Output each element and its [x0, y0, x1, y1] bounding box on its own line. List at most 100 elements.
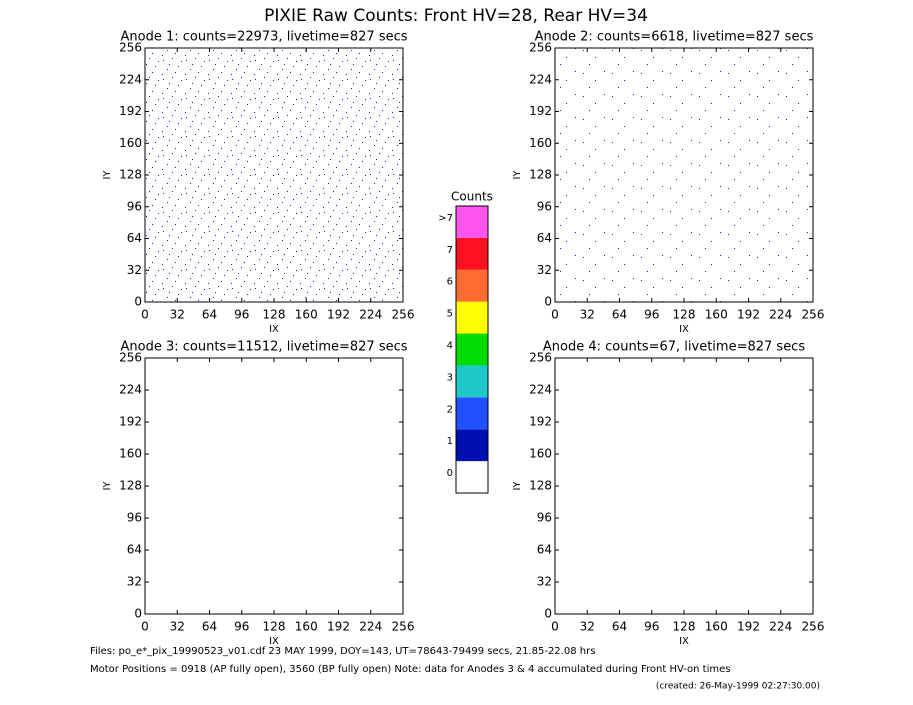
y-axis-label: IY: [512, 481, 523, 491]
x-tick-label: 256: [392, 620, 415, 634]
x-tick-label: 256: [802, 620, 825, 634]
x-tick-label: 32: [580, 308, 595, 322]
x-tick-label: 32: [170, 620, 185, 634]
colorbar-label: 2: [447, 404, 453, 415]
x-tick-label: 160: [295, 308, 318, 322]
panel-title: Anode 4: counts=67, livetime=827 secs: [543, 340, 805, 355]
y-tick-label: 160: [119, 447, 142, 461]
y-axis-label: IY: [102, 481, 113, 491]
x-tick-label: 224: [769, 620, 792, 634]
y-tick-label: 256: [529, 41, 552, 55]
y-tick-label: 256: [119, 41, 142, 55]
x-tick-label: 32: [170, 308, 185, 322]
x-tick-label: 0: [141, 620, 149, 634]
x-tick-label: 64: [202, 620, 217, 634]
y-tick-label: 96: [127, 199, 142, 213]
colorbar-label: 4: [447, 341, 453, 352]
y-tick-label: 256: [529, 351, 552, 365]
y-tick-label: 160: [529, 447, 552, 461]
colorbar-label: 6: [447, 277, 453, 288]
y-tick-label: 128: [529, 168, 552, 182]
y-tick-label: 32: [127, 575, 142, 589]
colorbar-label: >7: [438, 213, 453, 224]
colorbar-label: 5: [447, 309, 453, 320]
count-texture: [555, 48, 813, 302]
color-swatch: [456, 429, 488, 462]
y-tick-label: 32: [537, 575, 552, 589]
x-tick-label: 0: [551, 620, 559, 634]
color-swatch: [456, 461, 488, 493]
plot-frame: [554, 357, 814, 615]
x-tick-label: 32: [580, 620, 595, 634]
colorbar-label: 3: [447, 372, 453, 383]
x-tick-label: 192: [327, 308, 350, 322]
x-tick-label: 256: [802, 308, 825, 322]
x-tick-label: 128: [263, 620, 286, 634]
colorbar-label: 1: [447, 436, 453, 447]
x-axis-label: IX: [679, 636, 689, 647]
panel-title: Anode 3: counts=11512, livetime=827 secs: [120, 340, 407, 355]
y-tick-label: 160: [119, 136, 142, 150]
x-tick-label: 96: [234, 620, 249, 634]
x-tick-label: 96: [644, 308, 659, 322]
y-tick-label: 0: [544, 607, 552, 621]
y-tick-label: 192: [119, 104, 142, 118]
x-tick-label: 64: [612, 308, 627, 322]
colorbar-label: 7: [447, 245, 453, 256]
x-tick-label: 96: [234, 308, 249, 322]
x-tick-label: 224: [359, 308, 382, 322]
x-tick-label: 160: [705, 308, 728, 322]
panel-title: Anode 1: counts=22973, livetime=827 secs: [120, 30, 407, 45]
y-tick-label: 96: [537, 511, 552, 525]
y-tick-label: 64: [127, 543, 142, 557]
plot-frame: [144, 357, 404, 615]
colorbar-label: 0: [447, 468, 453, 479]
y-tick-label: 96: [127, 511, 142, 525]
y-tick-label: 192: [119, 415, 142, 429]
x-tick-label: 128: [263, 308, 286, 322]
x-tick-label: 192: [737, 620, 760, 634]
panel-title: Anode 2: counts=6618, livetime=827 secs: [535, 30, 814, 45]
x-tick-label: 0: [551, 308, 559, 322]
x-tick-label: 128: [673, 620, 696, 634]
y-tick-label: 64: [537, 231, 552, 245]
x-tick-label: 224: [359, 620, 382, 634]
x-axis-label: IX: [269, 636, 279, 647]
y-tick-label: 32: [537, 263, 552, 277]
color-swatch: [456, 301, 488, 334]
y-tick-label: 128: [119, 479, 142, 493]
footer-line: Files: po_e*_pix_19990523_v01.cdf 23 MAY…: [90, 646, 595, 657]
y-tick-label: 64: [127, 231, 142, 245]
x-tick-label: 160: [705, 620, 728, 634]
y-tick-label: 224: [119, 72, 142, 86]
x-tick-label: 0: [141, 308, 149, 322]
y-tick-label: 0: [544, 295, 552, 309]
y-tick-label: 32: [127, 263, 142, 277]
x-tick-label: 192: [327, 620, 350, 634]
figure-title: PIXIE Raw Counts: Front HV=28, Rear HV=3…: [264, 6, 648, 26]
y-axis-label: IY: [102, 170, 113, 180]
x-tick-label: 96: [644, 620, 659, 634]
colorbar-frame: [455, 205, 489, 494]
x-tick-label: 128: [673, 308, 696, 322]
y-tick-label: 160: [529, 136, 552, 150]
y-tick-label: 0: [134, 295, 142, 309]
y-tick-label: 224: [529, 72, 552, 86]
y-tick-label: 128: [529, 479, 552, 493]
y-tick-label: 128: [119, 168, 142, 182]
color-swatch: [456, 237, 488, 270]
footer-line: (created: 26-May-1999 02:27:30.00): [656, 682, 820, 692]
color-swatch: [456, 333, 488, 366]
y-tick-label: 256: [119, 351, 142, 365]
y-tick-label: 0: [134, 607, 142, 621]
x-tick-label: 64: [202, 308, 217, 322]
x-tick-label: 64: [612, 620, 627, 634]
x-tick-label: 224: [769, 308, 792, 322]
y-tick-label: 64: [537, 543, 552, 557]
color-swatch: [456, 206, 488, 238]
color-swatch: [456, 365, 488, 398]
color-swatch: [456, 397, 488, 430]
y-axis-label: IY: [512, 170, 523, 180]
y-tick-label: 224: [529, 383, 552, 397]
